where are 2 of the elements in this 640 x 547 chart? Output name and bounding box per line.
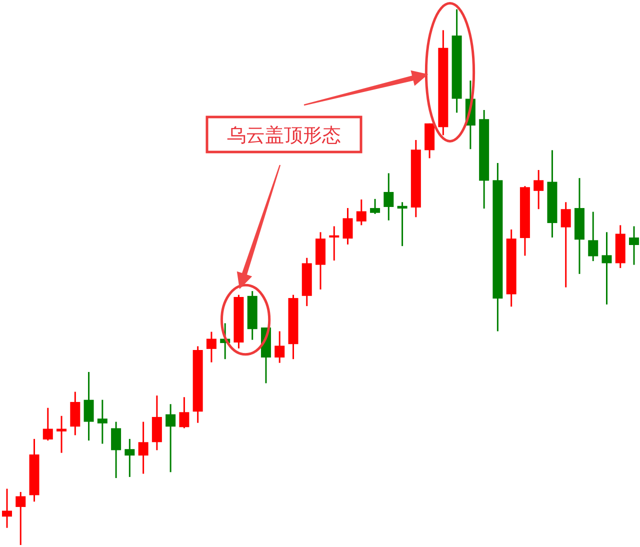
annotation: 乌云盖顶形态 xyxy=(227,124,341,146)
annotation: 乌云盖顶形态 xyxy=(206,116,362,154)
